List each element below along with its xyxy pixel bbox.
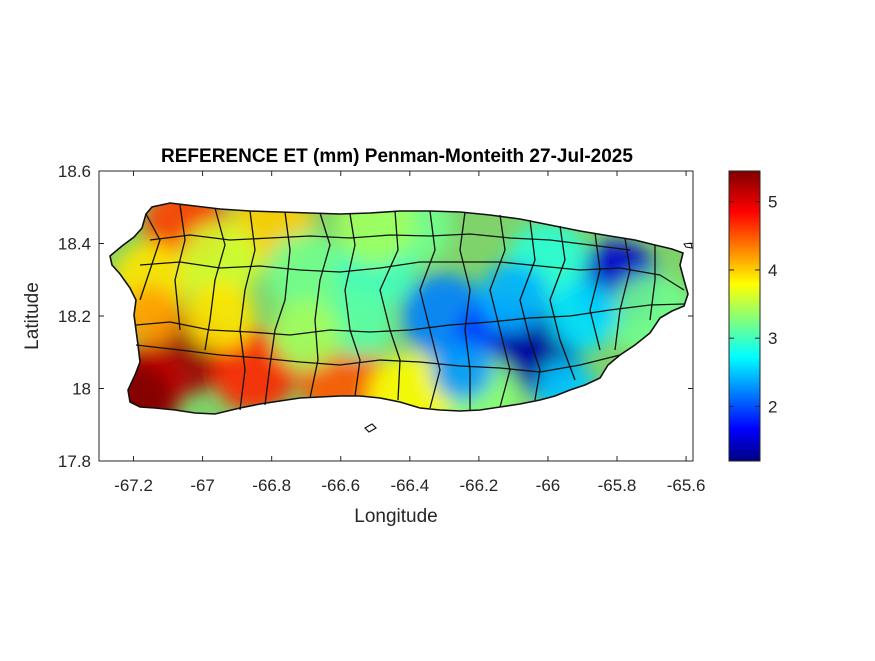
municipality-border [309, 212, 331, 399]
municipality-border [174, 204, 186, 331]
colorbar-tick-label: 3 [768, 329, 777, 348]
x-tick-label: -66 [536, 476, 561, 495]
x-tick-label: -66.6 [321, 476, 360, 495]
colorbar-tick-label: 5 [768, 193, 777, 212]
islet-caja-de-muertos [364, 423, 377, 433]
y-tick-label: 18 [72, 380, 91, 399]
x-tick-label: -66.2 [460, 476, 499, 495]
municipality-border [379, 210, 401, 401]
municipality-border [489, 214, 511, 408]
islet-east [683, 242, 693, 249]
chart-title: REFERENCE ET (mm) Penman-Monteith 27-Jul… [161, 146, 633, 167]
x-axis-label: Longitude [354, 506, 437, 527]
colorbar-tick-label: 2 [768, 397, 777, 416]
y-axis: 17.8 18 18.2 18.4 18.6 [58, 162, 693, 471]
heatmap-cell [271, 299, 342, 370]
municipality-border [264, 211, 291, 406]
municipality-border [549, 225, 576, 381]
municipality-border [519, 219, 541, 401]
y-tick-label: 18.4 [58, 235, 91, 254]
x-tick-label: -67 [190, 476, 215, 495]
colorbar-tick-label: 4 [768, 261, 777, 280]
municipality-border [139, 213, 161, 301]
heatmap-cell [367, 353, 452, 414]
municipality-border [589, 232, 601, 351]
municipality-border [419, 210, 441, 409]
x-axis: -67.2 -67 -66.8 -66.6 -66.4 -66.2 -66 -65.8 -65.… [114, 171, 705, 495]
colorbar [728, 170, 761, 462]
x-tick-label: -65.6 [667, 476, 706, 495]
y-tick-label: 18.6 [58, 162, 91, 181]
municipality-borders [135, 204, 685, 411]
municipality-border [135, 303, 685, 336]
x-tick-label: -66.8 [252, 476, 291, 495]
municipality-border [135, 344, 621, 373]
x-tick-label: -66.4 [390, 476, 429, 495]
island-coastline [109, 202, 689, 415]
municipality-border [239, 210, 256, 411]
municipality-border [649, 245, 656, 321]
municipality-border [459, 211, 471, 411]
y-axis-label: Latitude [22, 282, 43, 350]
x-tick-label: -65.8 [598, 476, 637, 495]
municipality-border [149, 233, 631, 251]
heatmap-cell [184, 281, 255, 351]
colorbar-ticks: 2 3 4 5 [729, 193, 777, 416]
y-tick-label: 17.8 [58, 452, 91, 471]
municipality-border [139, 261, 685, 291]
municipality-border [344, 213, 361, 397]
y-tick-label: 18.2 [58, 307, 91, 326]
x-tick-label: -67.2 [114, 476, 153, 495]
heatmap-cell [431, 340, 492, 401]
municipality-border [614, 237, 631, 351]
heatmap-cell [547, 281, 618, 351]
